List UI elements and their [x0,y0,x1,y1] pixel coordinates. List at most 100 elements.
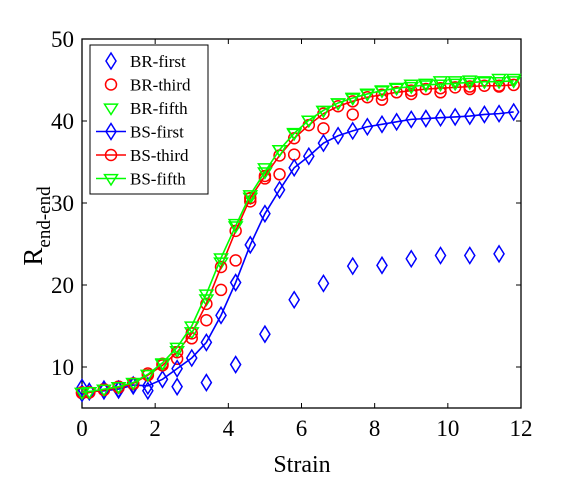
data-point [505,76,522,89]
data-point [491,73,507,87]
data-point [286,128,303,142]
series-br-first [76,244,505,402]
data-point [507,78,520,92]
y-axis-title: Rend-end [18,186,55,266]
data-point [493,104,505,124]
legend-label: BS-fifth [130,170,186,189]
data-point [227,221,244,234]
legend-label: BS-third [130,146,189,165]
data-point [213,253,229,266]
data-point [463,80,477,93]
legend-marker [103,103,119,116]
data-point [434,108,447,128]
data-point [259,324,271,344]
y-tick-label: 40 [51,109,74,134]
data-point [317,122,330,135]
data-point [156,359,169,372]
data-point [200,297,213,311]
data-point [156,369,169,389]
legend-entry: BS-first [96,122,184,142]
data-point [405,87,418,101]
data-point [405,84,418,97]
data-point [200,332,213,352]
data-point [200,314,213,327]
legend-label: BR-first [130,52,186,71]
data-point [271,145,288,158]
data-point [244,235,257,255]
legend-entry: BR-fifth [103,99,188,118]
data-point [405,249,418,269]
data-point [185,348,198,368]
legend-label: BR-third [130,76,191,95]
data-point [317,133,330,153]
data-point [507,102,520,122]
data-point [288,290,301,310]
data-point [491,76,507,90]
legend-marker [103,173,119,187]
data-point [244,191,257,205]
y-tick-label: 30 [51,191,74,216]
data-point [403,81,420,95]
data-point [259,204,271,224]
y-tick-label: 20 [51,273,74,298]
x-tick-label: 0 [76,416,88,441]
data-point [419,109,432,128]
data-point [315,105,332,119]
data-point [300,115,317,129]
tick-labels: 0 2 4 6 8 10 12 10 20 30 40 50 [51,27,533,441]
data-point [388,83,405,97]
data-point [74,387,90,401]
data-point [317,273,330,293]
data-point [171,359,184,379]
data-point [330,98,346,111]
data-point [434,81,447,95]
data-point [346,108,359,121]
data-point [432,76,449,89]
x-axis-title: Strain [273,452,330,477]
legend-entry: BR-third [104,76,191,95]
legend-marker [104,78,118,91]
data-point [376,114,388,134]
data-point [81,386,98,400]
data-point [198,289,215,302]
data-point [390,86,403,99]
data-point [361,117,374,137]
x-tick-label: 10 [436,416,459,441]
data-point [463,246,476,265]
data-point [171,377,184,397]
data-point [346,121,359,141]
legend-label: BS-first [130,123,184,142]
data-point [229,273,242,292]
data-point [447,78,464,92]
data-point [273,180,286,200]
legend-marker [105,51,117,71]
data-point [125,377,142,391]
data-point [215,305,227,325]
legend-entry: BS-fifth [96,170,186,189]
data-point [242,190,259,203]
y-axis-title-main: R [18,248,48,266]
data-point [139,369,156,383]
data-point [229,254,242,267]
data-point [214,260,228,274]
x-tick-label: 8 [369,416,381,441]
data-point [449,107,462,127]
legend: BR-first BR-third BR-fifth BS-first BS-third… [89,44,209,195]
data-point [273,168,286,181]
data-point [332,126,344,146]
data-point [463,106,476,126]
x-tick-label: 6 [296,416,308,441]
data-point [361,90,374,104]
data-point [405,109,418,129]
data-point [432,79,449,93]
data-point [141,376,154,396]
legend-marker [104,148,118,162]
x-tick-label: 2 [149,416,161,441]
data-point [448,81,462,94]
data-point [478,79,491,92]
data-point [346,256,359,276]
data-point [375,88,389,102]
data-point [418,80,434,93]
data-point [492,79,506,92]
